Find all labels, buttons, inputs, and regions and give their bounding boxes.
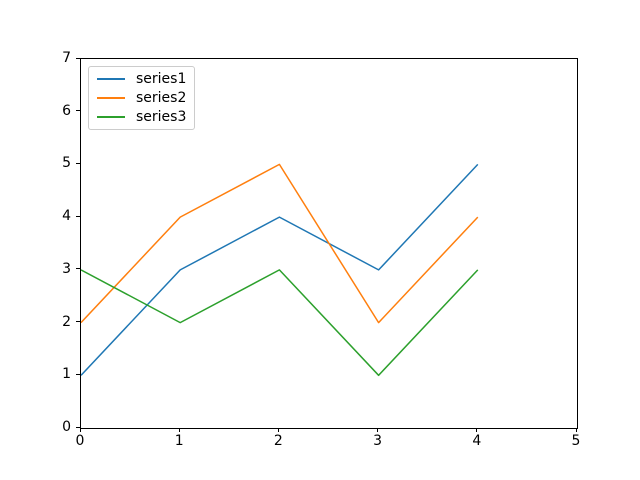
x-tick-label: 2 bbox=[273, 433, 283, 449]
x-tick-mark bbox=[575, 428, 577, 432]
x-tick-label: 1 bbox=[174, 433, 184, 449]
x-tick-mark bbox=[178, 428, 180, 432]
legend-item-series2: series2 bbox=[97, 91, 186, 105]
y-tick-label: 4 bbox=[62, 208, 71, 225]
x-tick-label: 4 bbox=[472, 433, 482, 449]
legend-label: series2 bbox=[136, 90, 187, 106]
x-tick-mark bbox=[377, 428, 379, 432]
legend-item-series1: series1 bbox=[97, 72, 186, 86]
y-tick-label: 6 bbox=[62, 102, 71, 119]
y-tick-mark bbox=[76, 162, 80, 164]
x-tick-mark bbox=[476, 428, 478, 432]
legend-line-swatch bbox=[97, 97, 125, 99]
y-tick-label: 3 bbox=[62, 260, 71, 277]
y-tick-mark bbox=[76, 321, 80, 323]
legend-line-swatch bbox=[97, 116, 125, 118]
legend-item-series3: series3 bbox=[97, 110, 186, 124]
x-tick-label: 3 bbox=[373, 433, 383, 449]
y-tick-label: 7 bbox=[62, 50, 71, 66]
legend-line-swatch bbox=[97, 78, 125, 80]
plot-area: series1 series2 series3 bbox=[80, 58, 578, 429]
y-tick-mark bbox=[76, 268, 80, 270]
y-tick-label: 5 bbox=[62, 155, 71, 172]
series-line-series2 bbox=[81, 163, 479, 324]
line-chart bbox=[81, 163, 479, 377]
y-tick-mark bbox=[76, 57, 80, 59]
x-tick-mark bbox=[79, 428, 81, 432]
legend-label: series1 bbox=[136, 71, 187, 87]
y-tick-mark bbox=[76, 426, 80, 428]
y-tick-label: 1 bbox=[62, 366, 71, 383]
legend-label: series3 bbox=[136, 109, 187, 125]
y-tick-mark bbox=[76, 215, 80, 217]
y-tick-label: 2 bbox=[62, 313, 71, 330]
x-tick-mark bbox=[277, 428, 279, 432]
y-tick-mark bbox=[76, 110, 80, 112]
y-tick-label: 0 bbox=[62, 419, 71, 435]
x-tick-label: 5 bbox=[571, 433, 581, 449]
series-line-series3 bbox=[81, 269, 479, 377]
y-tick-mark bbox=[76, 373, 80, 375]
legend: series1 series2 series3 bbox=[88, 66, 196, 130]
x-tick-label: 0 bbox=[75, 433, 85, 449]
